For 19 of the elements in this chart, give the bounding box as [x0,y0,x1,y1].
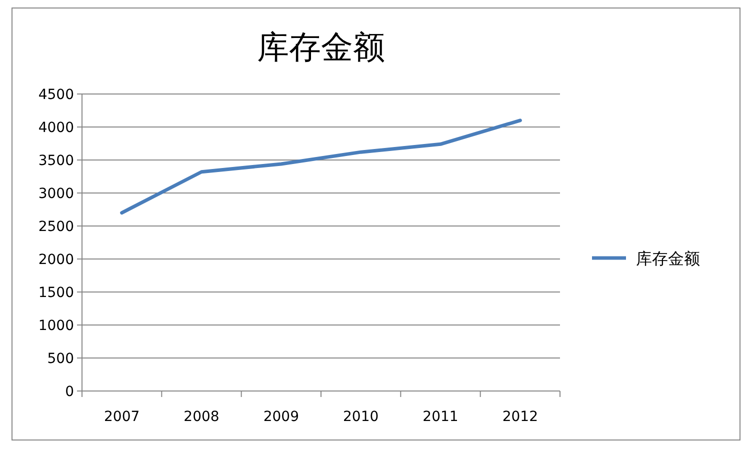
y-tick-label: 500 [47,351,74,367]
y-tick-label: 1500 [38,285,74,301]
legend-label: 库存金额 [636,249,700,268]
x-tick-label: 2010 [343,409,379,425]
y-tick-label: 3500 [38,153,74,169]
x-tick-label: 2012 [502,409,538,425]
x-tick-label: 2009 [263,409,299,425]
y-tick-label: 2000 [38,252,74,268]
y-tick-label: 2500 [38,219,74,235]
y-tick-label: 4000 [38,120,74,136]
y-tick-label: 3000 [38,186,74,202]
chart-title: 库存金额 [257,28,385,66]
y-tick-label: 4500 [38,87,74,103]
y-tick-label: 1000 [38,318,74,334]
x-tick-label: 2007 [104,409,140,425]
x-tick-label: 2008 [184,409,220,425]
line-series [120,118,522,215]
y-tick-label: 0 [65,384,74,400]
x-tick-label: 2011 [422,409,458,425]
